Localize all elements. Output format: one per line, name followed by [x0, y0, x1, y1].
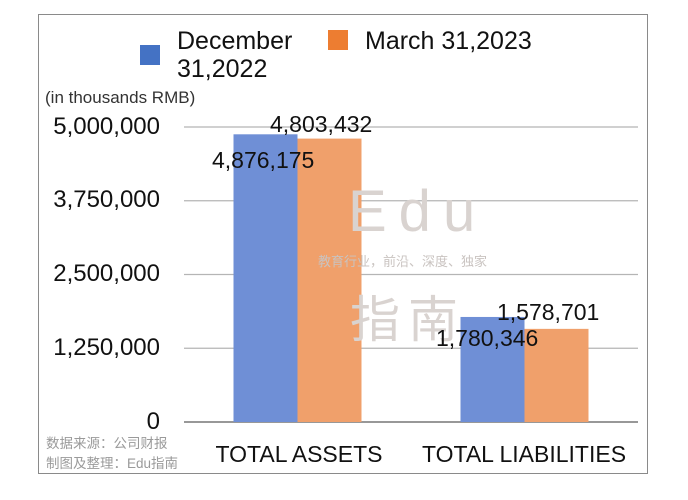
bar-1-series-1 — [524, 328, 589, 422]
data-label-assets-mar-2023: 4,803,432 — [270, 111, 373, 137]
legend-label-mar-2023: March 31,2023 — [365, 27, 532, 55]
legend-swatch-dec-2022 — [140, 45, 160, 65]
unit-label: (in thousands RMB) — [45, 88, 196, 107]
data-label-assets-dec-2022: 4,876,175 — [212, 147, 315, 173]
data-label-liabilities-dec-2022: 1,780,346 — [436, 325, 539, 351]
legend-swatch-mar-2023 — [328, 30, 348, 50]
y-tick-3: 3,750,000 — [53, 186, 160, 213]
watermark-brand: Edu — [348, 179, 488, 244]
x-tick-total-liabilities: TOTAL LIABILITIES — [421, 441, 627, 467]
y-tick-0: 0 — [146, 408, 160, 435]
x-tick-total-assets: TOTAL ASSETS — [215, 441, 383, 467]
bar-0-series-1 — [297, 138, 362, 422]
y-tick-4: 5,000,000 — [53, 113, 160, 140]
y-tick-1: 1,250,000 — [53, 334, 160, 361]
data-label-liabilities-mar-2023: 1,578,701 — [497, 299, 600, 325]
legend-label-dec-2022: December 31,2022 — [177, 27, 293, 83]
watermark-name: 指南 — [350, 292, 466, 348]
y-tick-2: 2,500,000 — [53, 260, 160, 287]
bar-1-series-0 — [460, 316, 525, 422]
source-line-2: 制图及整理：Edu指南 — [46, 456, 179, 471]
source-line-1: 数据来源：公司财报 — [46, 436, 168, 451]
watermark-tagline: 教育行业，前沿、深度、独家 — [318, 254, 488, 269]
chart-frame — [38, 14, 648, 474]
bar-0-series-0 — [233, 134, 298, 423]
